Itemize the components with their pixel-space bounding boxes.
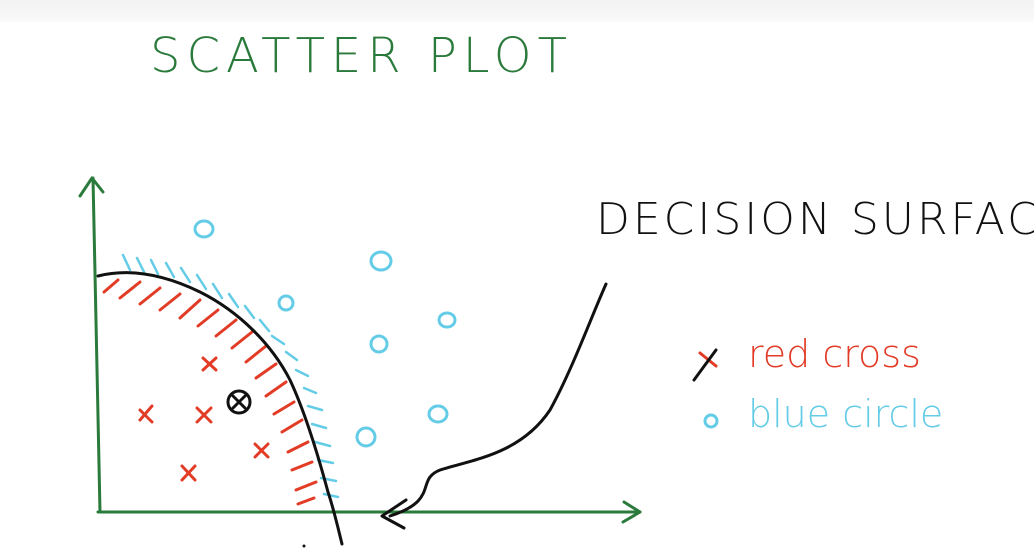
red-cross	[201, 356, 218, 372]
decision-surface-label: DECISION SURFACE	[596, 194, 1034, 245]
blue-circle	[369, 250, 393, 272]
blue-circle	[355, 426, 377, 448]
legend-blue-marker	[703, 413, 719, 429]
red-cross	[180, 464, 197, 482]
blue-circle	[427, 404, 449, 424]
y-axis-arrowhead	[78, 176, 105, 198]
legend-blue-label: blue circle	[748, 392, 944, 436]
red-cross	[138, 404, 154, 424]
query-point	[226, 389, 252, 415]
top-bar	[0, 0, 1034, 22]
red-cross	[253, 442, 270, 459]
blue-circles	[193, 219, 457, 448]
red-crosses	[138, 356, 270, 482]
axes	[78, 176, 642, 524]
blue-circle	[277, 294, 295, 312]
legend-red-label: red cross	[748, 332, 921, 376]
legend-red-marker	[692, 348, 718, 382]
y-axis	[91, 176, 102, 514]
red-hatch	[102, 278, 318, 506]
stray-dot	[302, 544, 306, 548]
blue-circle	[437, 311, 457, 329]
blue-hatch	[121, 253, 340, 499]
blue-circle	[193, 219, 215, 239]
blue-circle	[369, 334, 389, 354]
x-axis-arrowhead	[621, 500, 642, 524]
red-cross	[195, 406, 213, 424]
page-title: SCATTER PLOT	[150, 28, 573, 84]
decision-boundary	[96, 271, 344, 546]
annotation-arrow	[380, 282, 608, 530]
